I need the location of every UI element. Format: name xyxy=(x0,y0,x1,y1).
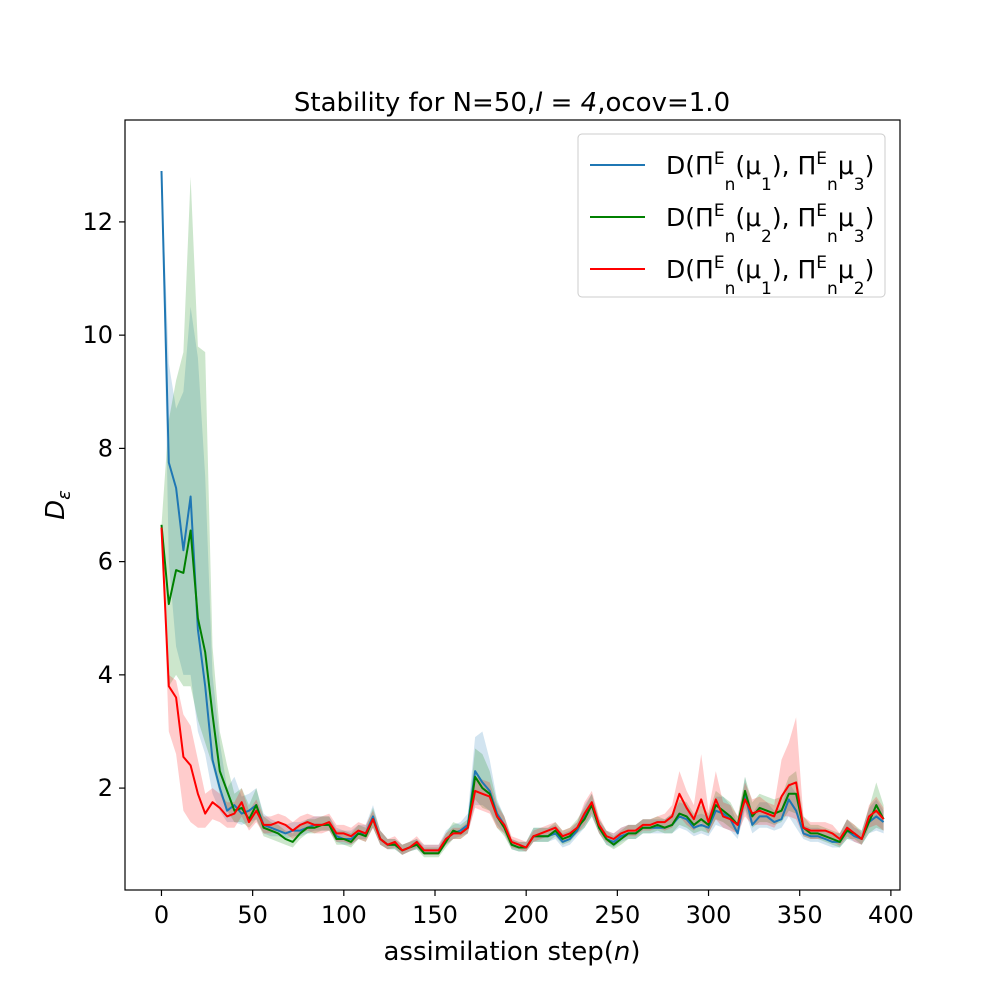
axes-frame xyxy=(124,119,901,891)
x-tick-label: 350 xyxy=(777,901,823,929)
x-axis-label-math: n xyxy=(614,937,630,967)
band-series-3 xyxy=(161,527,884,855)
legend-label-2: D(ΠE​n​(μ2​), ΠE​n​μ3​) xyxy=(666,201,874,247)
line-series-2 xyxy=(160,524,885,855)
y-tick-label: 2 xyxy=(98,774,113,802)
plot-area xyxy=(160,170,885,858)
x-tick-label: 300 xyxy=(686,901,732,929)
series-lines xyxy=(160,170,885,855)
x-tick-label: 50 xyxy=(237,901,268,929)
y-axis-ticks: 2 4 6 8 10 12 xyxy=(82,208,125,802)
x-tick-label: 250 xyxy=(594,901,640,929)
legend: D(ΠE​n​(μ1​), ΠE​n​μ3​) D(ΠE​n​(μ2​), ΠE​… xyxy=(577,133,886,299)
chart-title: Stability for N=50,l = 4,ocov=1.0 xyxy=(294,88,730,118)
chart-title-math: l = 4 xyxy=(535,88,597,118)
y-tick-label: 4 xyxy=(98,661,113,689)
legend-label-1: D(ΠE​n​(μ1​), ΠE​n​μ3​) xyxy=(666,149,874,195)
band-series-1 xyxy=(161,171,884,855)
x-tick-label: 200 xyxy=(503,901,549,929)
x-tick-label: 150 xyxy=(412,901,458,929)
x-tick-label: 100 xyxy=(321,901,367,929)
x-axis-ticks: 0 50 100 150 200 250 300 350 400 xyxy=(154,890,914,929)
y-tick-label: 6 xyxy=(98,548,113,576)
x-tick-label: 0 xyxy=(154,901,169,929)
y-axis-label: Dε xyxy=(41,490,75,520)
line-series-3 xyxy=(160,527,885,852)
x-tick-label: 400 xyxy=(868,901,914,929)
uncertainty-bands xyxy=(161,171,884,858)
y-tick-label: 8 xyxy=(98,434,113,462)
y-tick-label: 12 xyxy=(82,208,113,236)
y-tick-label: 10 xyxy=(82,321,113,349)
x-axis-label: assimilation step(n) xyxy=(383,937,640,967)
legend-box xyxy=(577,133,886,298)
legend-label-3: D(ΠE​n​(μ1​), ΠE​n​μ2​) xyxy=(666,253,874,299)
y-axis-label-sub: ε xyxy=(54,490,75,500)
